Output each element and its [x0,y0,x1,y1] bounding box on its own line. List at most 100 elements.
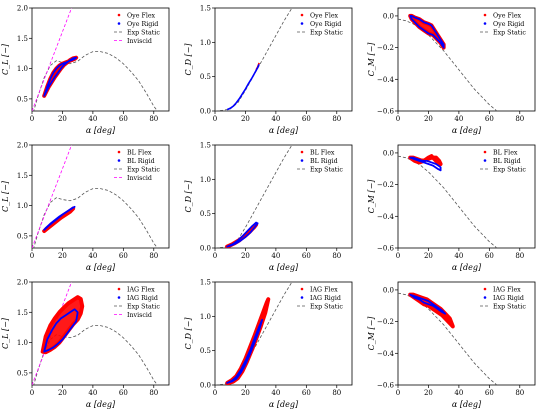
x-tick-label: 60 [119,389,128,397]
series-exp-static [215,145,293,248]
x-tick-label: 80 [332,252,341,260]
legend-swatch [483,13,487,17]
legend-label: Inviscid [127,175,152,182]
series-iag-rigid [409,293,447,315]
plot-frame [214,7,353,112]
chart-bl-cm: 0 20 40 60 80 0.0 −0.2 −0.4 −0.6 α [deg] C_M [−] BL… [367,144,536,272]
legend-label: Inviscid [127,38,152,45]
y-tick-label: −0.4 [377,76,395,84]
x-axis-label: α [deg] [269,263,299,272]
x-tick-label: 60 [119,115,128,123]
x-tick-label: 80 [332,389,341,397]
x-tick-label: 0 [396,115,400,123]
x-tick-label: 40 [271,389,280,397]
chart-oye-cl: 0 20 40 60 80 0.5 1.0 1.5 2.0 α [deg] C_L [−] Oye F… [1,5,170,135]
y-tick-label: 1.0 [200,176,211,184]
x-tick-label: 20 [58,252,67,260]
x-tick-label: 80 [149,115,158,123]
x-tick-label: 0 [213,389,217,397]
series-oye-rigid [226,63,260,111]
y-tick-label: 0.5 [17,232,28,240]
y-axis-label: C_L [−] [1,317,10,349]
chart-bl-cl: 0 20 40 60 80 0.5 1.0 1.5 2.0 α [deg] C_L [−] BL Fl… [1,142,170,272]
plot-frame [31,7,170,112]
legend-label: BL Rigid [310,158,338,165]
x-tick-label: 20 [424,252,433,260]
y-tick-label: −0.6 [377,382,395,390]
legend-label: Exp Static [127,29,160,36]
plot-frame [31,144,170,249]
y-tick-label: −0.6 [377,108,395,116]
x-tick-label: 60 [302,115,311,123]
y-axis-label: C_D [−] [184,43,193,76]
y-axis-label: C_D [−] [184,180,193,213]
y-tick-label: 1.0 [17,339,28,347]
legend-label: BL Rigid [493,158,521,165]
y-axis-label: C_M [−] [367,316,376,351]
y-tick-label: 1.5 [17,172,28,180]
y-tick-label: 1.0 [17,65,28,73]
x-axis-label: α [deg] [452,126,482,135]
y-axis-label: C_M [−] [367,179,376,214]
y-axis-label: C_M [−] [367,42,376,77]
series-inviscid [32,145,72,248]
x-axis-label: α [deg] [86,126,116,135]
x-tick-label: 40 [88,252,97,260]
series-iag-flex [408,292,455,329]
legend-swatch [117,159,121,162]
x-tick-label: 80 [515,252,524,260]
legend-label: Oye Rigid [310,21,341,28]
x-tick-label: 20 [241,252,250,260]
legend-swatch [300,150,304,154]
series-exp-static [215,282,293,385]
x-tick-label: 40 [454,115,463,123]
y-tick-label: −0.6 [377,245,395,253]
legend-swatch [117,22,121,25]
legend-label: Exp Static [127,166,160,173]
legend-swatch [483,150,487,154]
legend-label: IAG Flex [493,286,521,293]
x-tick-label: 60 [485,389,494,397]
y-tick-label: 0.5 [200,347,211,355]
plot-area [215,145,293,248]
x-tick-label: 20 [424,115,433,123]
y-tick-label: 2.0 [17,5,28,13]
y-tick-label: 0.0 [200,245,211,253]
legend-label: Oye Rigid [493,21,524,28]
legend-swatch [117,150,121,154]
legend-label: Exp Static [493,303,526,310]
legend-label: BL Flex [493,149,518,156]
x-tick-label: 20 [58,389,67,397]
y-tick-label: −0.2 [377,318,394,326]
y-tick-label: −0.2 [377,181,394,189]
y-tick-label: −0.4 [377,213,395,221]
legend-swatch [117,287,121,291]
y-tick-label: 0.0 [200,382,211,390]
legend-label: Exp Static [310,303,343,310]
legend-swatch [483,22,487,25]
plot-frame [214,281,353,386]
legend-label: BL Flex [310,149,335,156]
legend-label: IAG Rigid [127,295,158,302]
y-tick-label: 1.5 [17,309,28,317]
series-oye-rigid [43,56,78,97]
chart-bl-cd: 0 20 40 60 80 0.0 0.5 1.0 1.5 α [deg] C_D [−] BL Fl… [184,142,353,272]
legend-label: Exp Static [127,303,160,310]
y-tick-label: −0.4 [377,350,395,358]
legend-swatch [300,296,304,299]
x-tick-label: 20 [241,115,250,123]
x-tick-label: 0 [30,252,34,260]
y-tick-label: 1.5 [200,5,211,13]
plot-area [398,154,498,248]
series-iag-rigid [43,308,79,353]
x-tick-label: 0 [213,252,217,260]
series-inviscid [32,8,72,111]
x-tick-label: 60 [485,252,494,260]
y-tick-label: 1.5 [200,142,211,150]
plot-area [32,8,158,111]
x-axis-label: α [deg] [452,263,482,272]
x-tick-label: 40 [271,252,280,260]
y-tick-label: 0.0 [200,108,211,116]
legend-label: IAG Rigid [493,295,524,302]
